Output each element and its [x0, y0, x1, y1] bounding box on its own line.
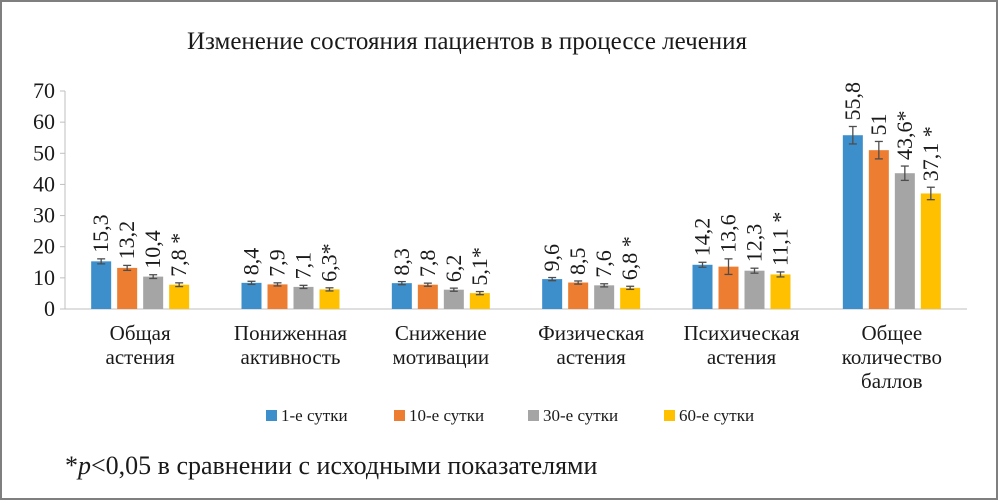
data-label: 10,4	[140, 230, 165, 269]
data-label: 7,1	[291, 252, 316, 280]
data-label: 15,3	[88, 214, 113, 252]
bar	[319, 289, 340, 309]
y-tick-label: 20	[33, 234, 55, 259]
bar	[469, 293, 490, 309]
data-label: 14,2	[690, 218, 715, 256]
legend-label: 30-е сутки	[543, 406, 618, 425]
category-label: Общее	[861, 321, 922, 345]
y-tick-label: 40	[33, 171, 55, 196]
category-label: активность	[241, 345, 341, 369]
data-label: 13,2	[114, 221, 139, 260]
category-label: астения	[707, 345, 777, 369]
bar	[267, 284, 288, 309]
legend-swatch	[528, 410, 539, 421]
legend-label: 10-е сутки	[409, 406, 484, 425]
category-label: Снижение	[395, 321, 487, 345]
data-label: 55,8	[840, 82, 865, 121]
bar	[594, 285, 615, 309]
data-label: 7,6	[591, 250, 616, 278]
bar	[241, 282, 262, 309]
category-label: Пониженная	[234, 321, 347, 345]
bar	[744, 270, 765, 309]
bar	[143, 276, 164, 309]
bar	[770, 274, 791, 309]
legend-label: 1-е сутки	[281, 406, 348, 425]
data-label: 8,4	[239, 248, 264, 276]
chart-title: Изменение состояния пациентов в процессе…	[187, 28, 748, 55]
bar	[169, 284, 190, 309]
bar	[391, 283, 412, 309]
data-labels: 15,3 8,4 8,3 9,6 14,2 55,8 13,2 7,9 7,8 8,5 13,6 51…	[88, 82, 943, 286]
bar	[718, 266, 739, 309]
category-label: количество	[842, 345, 942, 369]
y-tick-label: 30	[33, 203, 55, 228]
category-label: баллов	[861, 369, 923, 393]
category-label: астения	[106, 345, 176, 369]
bar	[842, 135, 863, 309]
category-label: мотивации	[393, 345, 490, 369]
y-tick-label: 10	[33, 265, 55, 290]
axes: 0 10 20 30 40 50 60 70	[33, 78, 967, 321]
y-tick-label: 60	[33, 109, 55, 134]
bar	[417, 284, 438, 309]
data-label: 6,8 *	[617, 236, 642, 280]
bar	[443, 289, 464, 309]
data-label: 7,9	[265, 249, 290, 277]
bar	[542, 279, 563, 309]
legend-swatch	[266, 410, 277, 421]
bar	[91, 261, 112, 309]
data-label: 43,6*	[892, 111, 917, 161]
footnote-asterisk: *	[65, 451, 78, 480]
category-label: Психическая	[683, 321, 799, 345]
data-label: 51	[866, 113, 891, 135]
data-label: 37,1 *	[918, 126, 943, 181]
bar	[293, 286, 314, 309]
data-label: 11,1 *	[768, 212, 793, 266]
legend: 1-е сутки 10-е сутки 30-е сутки 60-е сутки	[266, 406, 754, 425]
bar	[920, 193, 941, 309]
data-label: 12,3	[742, 224, 767, 263]
bar-series	[91, 125, 941, 309]
data-label: 13,6	[716, 214, 741, 253]
bar	[117, 267, 138, 309]
legend-swatch	[394, 410, 405, 421]
bar	[620, 287, 641, 309]
data-label: 5,1*	[467, 247, 492, 286]
data-label: 7,8 *	[166, 233, 191, 277]
y-tick-label: 0	[44, 296, 55, 321]
footnote-p: p	[76, 451, 91, 480]
footnote-text: <0,05 в сравнении с исходными показателя…	[91, 451, 598, 480]
data-label: 6,3*	[317, 243, 342, 282]
data-label: 7,8	[415, 250, 440, 278]
y-tick-label: 70	[33, 78, 55, 103]
legend-swatch	[664, 410, 675, 421]
data-label: 8,5	[565, 247, 590, 275]
bar	[692, 264, 713, 309]
category-label: астения	[557, 345, 627, 369]
data-label: 8,3	[389, 248, 414, 276]
category-label: Общая	[110, 321, 171, 345]
bar	[868, 150, 889, 309]
data-label: 6,2	[441, 255, 466, 283]
y-tick-label: 50	[33, 140, 55, 165]
data-label: 9,6	[539, 244, 564, 272]
category-labels: ОбщаяастенияПониженнаяактивностьСнижение…	[106, 321, 942, 393]
category-label: Физическая	[538, 321, 644, 345]
bar	[568, 282, 589, 309]
legend-label: 60-е сутки	[679, 406, 754, 425]
bar	[894, 173, 915, 309]
footnote: *p<0,05 в сравнении с исходными показате…	[65, 451, 598, 480]
